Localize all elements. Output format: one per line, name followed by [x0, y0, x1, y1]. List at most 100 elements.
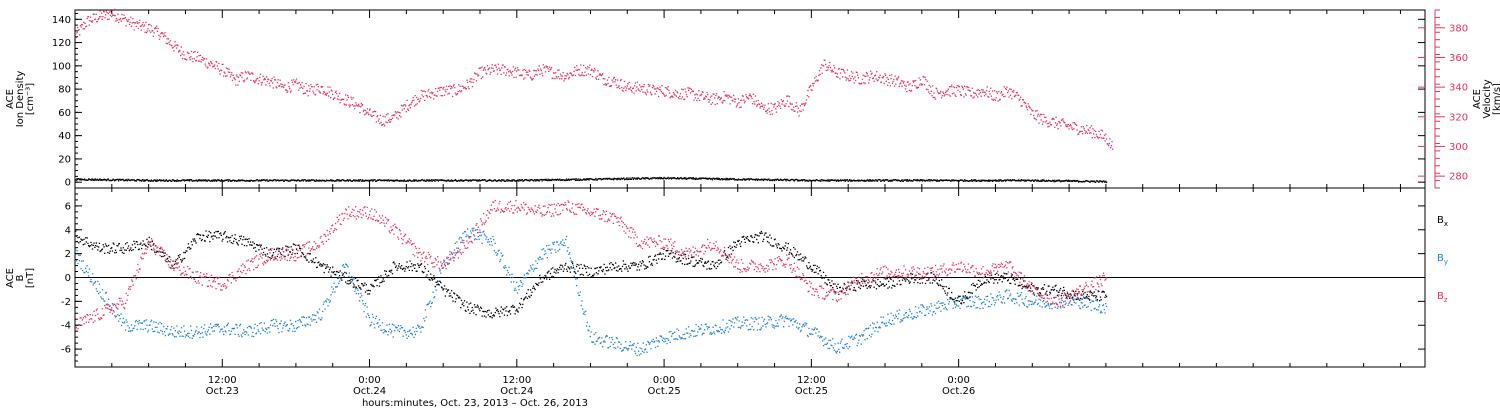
velocity-point — [324, 94, 326, 96]
bx-point — [141, 244, 143, 246]
by-point — [789, 318, 791, 320]
by-point — [889, 323, 891, 325]
by-point — [812, 329, 815, 331]
density-point — [967, 180, 969, 182]
by-point — [885, 325, 887, 327]
velocity-point — [625, 89, 627, 91]
density-point — [897, 179, 899, 181]
by-point — [210, 323, 212, 325]
bx-point — [259, 246, 262, 248]
velocity-point — [534, 70, 536, 72]
density-point — [441, 179, 444, 181]
velocity-point — [1064, 122, 1066, 124]
velocity-point — [845, 79, 847, 81]
by-point — [145, 319, 147, 321]
density-point — [469, 180, 471, 182]
by-point — [289, 319, 292, 321]
velocity-point — [600, 74, 602, 77]
bfield-axis-title-line: B — [15, 274, 26, 281]
by-point — [805, 324, 807, 326]
velocity-point — [1088, 129, 1090, 132]
by-point — [1068, 302, 1070, 305]
density-point — [111, 179, 114, 181]
bx-point — [142, 240, 144, 242]
density-point — [647, 177, 649, 179]
velocity-point — [1073, 122, 1076, 124]
by-point — [229, 333, 232, 335]
by-point — [194, 331, 196, 333]
velocity-point — [546, 66, 548, 68]
density-point — [890, 179, 892, 181]
density-point — [1067, 179, 1069, 181]
by-point — [512, 276, 514, 279]
velocity-point — [193, 51, 195, 53]
by-point — [595, 332, 597, 334]
density-point — [953, 180, 955, 182]
density-point — [832, 179, 834, 181]
velocity-point — [1009, 94, 1012, 96]
by-point — [1082, 296, 1085, 298]
bx-point — [398, 263, 400, 265]
by-point — [114, 315, 116, 317]
velocity-point — [266, 80, 268, 83]
bx-point — [119, 249, 121, 252]
density-point — [325, 179, 328, 181]
density-point — [261, 179, 264, 181]
velocity-point — [997, 100, 999, 102]
by-point — [931, 305, 933, 307]
velocity-point — [939, 92, 941, 94]
by-point — [184, 336, 186, 338]
density-point — [698, 178, 701, 180]
bx-point — [216, 237, 218, 239]
density-point — [237, 179, 239, 182]
velocity-point — [661, 85, 663, 87]
density-point — [462, 180, 464, 182]
velocity-point — [1029, 107, 1031, 109]
density-point — [287, 180, 289, 182]
by-point — [564, 244, 566, 247]
by-point — [955, 303, 957, 305]
by-point — [772, 326, 774, 328]
by-point — [440, 272, 442, 274]
density-point — [416, 180, 418, 182]
bx-point — [228, 237, 230, 239]
velocity-point — [486, 65, 489, 67]
density-point — [118, 178, 120, 181]
density-point — [698, 177, 700, 180]
by-point — [797, 328, 799, 330]
velocity-point — [643, 83, 645, 86]
bx-point — [350, 278, 352, 281]
density-point — [441, 179, 443, 181]
density-point — [917, 179, 919, 181]
bx-point — [321, 264, 323, 266]
velocity-point — [1028, 105, 1030, 107]
velocity-point — [120, 20, 122, 22]
velocity-point — [846, 77, 848, 79]
by-point — [420, 326, 423, 328]
velocity-point — [205, 58, 208, 60]
density-point — [219, 180, 221, 182]
velocity-point — [446, 88, 448, 91]
density-point — [309, 180, 311, 182]
velocity-point — [872, 77, 874, 79]
by-point — [930, 303, 932, 305]
velocity-point — [201, 58, 203, 61]
by-point — [525, 277, 527, 279]
velocity-point — [122, 17, 124, 20]
velocity-point — [491, 64, 493, 66]
velocity-point — [663, 94, 665, 96]
velocity-point — [239, 74, 241, 76]
by-point — [939, 302, 941, 305]
by-point — [295, 327, 298, 330]
by-point — [374, 317, 377, 320]
velocity-point — [535, 73, 537, 76]
density-point — [968, 180, 970, 182]
velocity-point — [693, 99, 695, 101]
bx-point — [387, 276, 389, 279]
by-point — [266, 332, 269, 334]
bx-point — [272, 252, 275, 254]
by-point — [211, 327, 213, 329]
by-point — [265, 327, 267, 330]
density-point — [248, 180, 250, 182]
by-point — [336, 286, 338, 288]
